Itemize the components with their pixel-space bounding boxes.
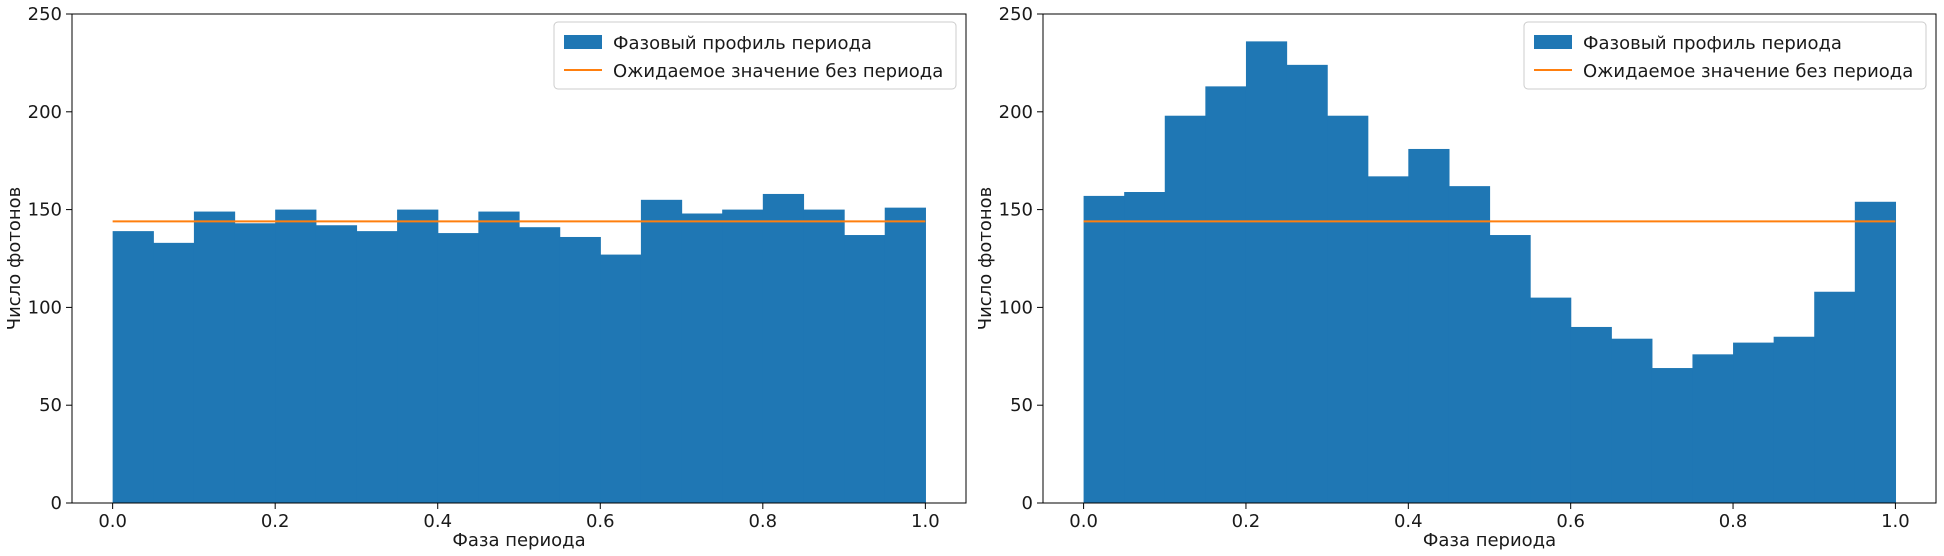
- y-tick-label: 150: [28, 200, 62, 221]
- legend-swatch-histogram: [564, 35, 602, 49]
- histogram-bar: [315, 225, 358, 503]
- x-tick-label: 0.8: [1719, 511, 1748, 532]
- histogram-bar: [1733, 342, 1775, 503]
- histogram-bar: [153, 242, 195, 503]
- x-tick-label: 0.4: [423, 511, 452, 532]
- histogram-bar: [356, 231, 398, 503]
- x-axis-label: Фаза периода: [452, 530, 585, 551]
- chart-panel-2: 0.0 0.2 0.4 0.6 0.8 1.0 0 50 100 150 200 250 Фаза пе…: [975, 4, 1937, 551]
- histogram-bar: [1164, 115, 1206, 504]
- histogram-bar: [559, 236, 601, 504]
- y-tick-label: 250: [999, 4, 1033, 25]
- y-tick-label: 150: [999, 200, 1033, 221]
- histogram-bar: [1286, 64, 1328, 504]
- histogram-bar: [1205, 86, 1247, 504]
- legend-box: [553, 21, 957, 90]
- histogram-bar: [1083, 195, 1125, 503]
- histogram-bar: [275, 209, 317, 503]
- x-axis-label: Фаза периода: [1423, 530, 1556, 551]
- histogram-bar: [478, 211, 520, 503]
- y-tick-label: 200: [999, 102, 1033, 123]
- histogram-bar: [112, 231, 154, 503]
- histogram-bar: [1124, 192, 1166, 503]
- y-tick-label: 50: [39, 395, 62, 416]
- x-tick-label: 1.0: [1881, 511, 1910, 532]
- x-tick-label: 0.4: [1394, 511, 1423, 532]
- histogram-bar: [600, 254, 642, 503]
- x-tick-label: 0.6: [1556, 511, 1585, 532]
- x-tick-label: 0.2: [1232, 511, 1261, 532]
- histogram-bar: [1327, 115, 1369, 504]
- y-tick-label: 0: [1022, 493, 1033, 514]
- x-tick-label: 0.6: [586, 511, 615, 532]
- x-tick-label: 0.0: [1069, 511, 1098, 532]
- y-tick-label: 100: [28, 297, 62, 318]
- histogram-bar: [681, 213, 723, 503]
- histogram-bar: [803, 209, 845, 503]
- axes-frame: [1042, 13, 1937, 504]
- histogram-bar: [1814, 291, 1856, 503]
- histogram-bars: [112, 193, 926, 504]
- legend-label-expected-line: Ожидаемое значение без периода: [1583, 61, 1913, 82]
- histogram-bar: [844, 235, 886, 503]
- histogram-bars: [1083, 41, 1897, 504]
- y-axis-label: Число фотонов: [4, 187, 25, 330]
- histogram-bar: [1854, 201, 1897, 503]
- histogram-bar: [1245, 41, 1288, 503]
- legend-label-expected-line: Ожидаемое значение без периода: [613, 61, 943, 82]
- histogram-bar: [1367, 176, 1409, 503]
- histogram-bar: [1448, 186, 1491, 503]
- histogram-bar: [234, 223, 276, 504]
- axes-frame: [71, 13, 967, 504]
- histogram-bar: [1651, 368, 1694, 503]
- chart-panel-1: 0.0 0.2 0.4 0.6 0.8 1.0 0 50 100 150 200 250 Фаза пе…: [4, 4, 967, 551]
- x-tick-label: 1.0: [911, 511, 940, 532]
- histogram-bar: [1489, 235, 1531, 503]
- legend: Фазовый профиль периода Ожидаемое значени…: [1523, 21, 1927, 90]
- histogram-bar: [722, 209, 764, 503]
- histogram-bar: [1773, 336, 1815, 503]
- histogram-bar: [762, 193, 805, 503]
- histogram-bar: [640, 199, 683, 503]
- y-tick-label: 100: [999, 297, 1033, 318]
- legend-label-histogram: Фазовый профиль периода: [613, 33, 872, 54]
- histogram-bar: [1611, 338, 1653, 503]
- histogram-bar: [884, 207, 926, 503]
- x-tick-label: 0.8: [748, 511, 777, 532]
- y-tick-label: 0: [51, 493, 62, 514]
- histogram-bar: [193, 211, 236, 503]
- legend-swatch-histogram: [1534, 35, 1572, 49]
- y-tick-label: 200: [28, 102, 62, 123]
- y-tick-label: 250: [28, 4, 62, 25]
- y-tick-label: 50: [1010, 395, 1033, 416]
- histogram-bar: [437, 233, 479, 503]
- histogram-bar: [519, 227, 561, 503]
- y-axis-label: Число фотонов: [975, 187, 996, 330]
- histogram-bar: [1570, 326, 1612, 503]
- x-tick-label: 0.0: [98, 511, 127, 532]
- histogram-bar: [1408, 148, 1450, 503]
- histogram-bar: [1692, 354, 1734, 503]
- legend-label-histogram: Фазовый профиль периода: [1583, 33, 1842, 54]
- histogram-bar: [1530, 297, 1572, 503]
- x-tick-label: 0.2: [261, 511, 290, 532]
- legend-box: [1523, 21, 1927, 90]
- legend: Фазовый профиль периода Ожидаемое значени…: [553, 21, 957, 90]
- histogram-bar: [397, 209, 439, 503]
